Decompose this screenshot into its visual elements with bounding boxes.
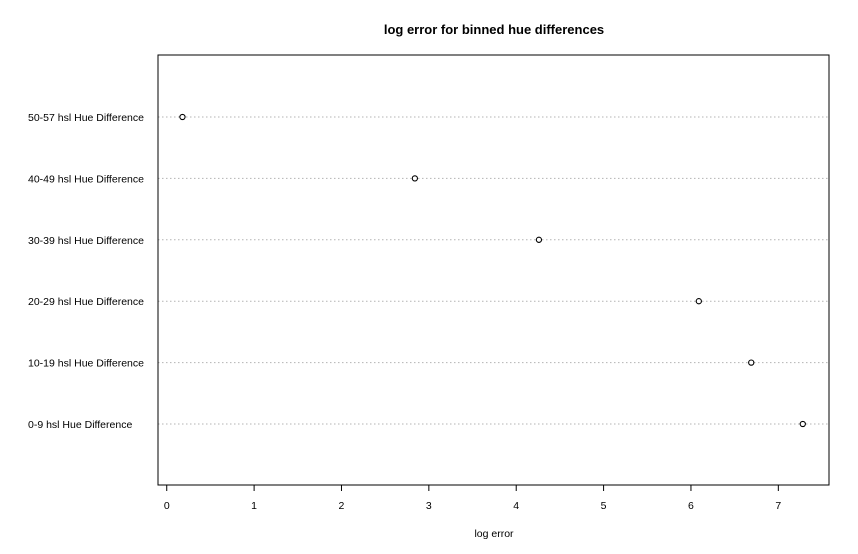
category-label: 10-19 hsl Hue Difference xyxy=(28,358,144,370)
data-point xyxy=(799,420,806,428)
x-tick-label: 2 xyxy=(339,500,345,512)
category-label: 0-9 hsl Hue Difference xyxy=(28,419,132,431)
x-tick-label: 0 xyxy=(164,500,170,512)
category-labels: 0-9 hsl Hue Difference 10-19 hsl Hue Diff… xyxy=(28,112,144,431)
data-point xyxy=(535,236,543,243)
x-tick-label: 7 xyxy=(775,500,781,512)
x-tick-label: 6 xyxy=(688,500,694,512)
x-tick-label: 1 xyxy=(251,500,257,512)
x-tick-label: 5 xyxy=(601,500,607,512)
chart-title: log error for binned hue differences xyxy=(384,22,604,37)
category-label: 40-49 hsl Hue Difference xyxy=(28,173,144,185)
data-point xyxy=(411,175,419,182)
category-label: 30-39 hsl Hue Difference xyxy=(28,235,144,247)
data-point xyxy=(748,359,755,366)
grid-lines xyxy=(158,116,829,425)
x-axis: 0 1 2 3 4 5 6 7 xyxy=(164,484,781,512)
data-point xyxy=(179,113,186,121)
x-axis-label: log error xyxy=(474,528,514,540)
x-tick-label: 4 xyxy=(513,500,519,512)
data-points xyxy=(179,113,806,428)
plot-frame xyxy=(157,54,830,486)
category-label: 50-57 hsl Hue Difference xyxy=(28,112,144,124)
x-tick-label: 3 xyxy=(426,500,432,512)
category-label: 20-29 hsl Hue Difference xyxy=(28,296,144,308)
data-point xyxy=(695,298,702,305)
